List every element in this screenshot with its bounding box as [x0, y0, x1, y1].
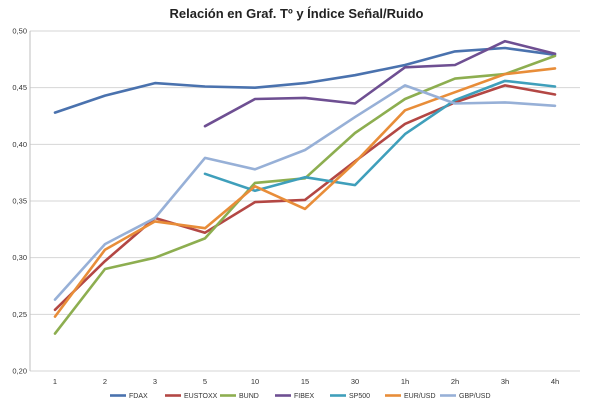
legend-item-gbp-usd: GBP/USD — [440, 393, 491, 400]
legend-item-fdax: FDAX — [110, 393, 148, 400]
series-line-gbp-usd — [53, 84, 557, 301]
x-tick-label: 2 — [103, 377, 107, 386]
x-tick-label: 2h — [451, 377, 459, 386]
x-tick-label: 5 — [203, 377, 207, 386]
y-tick-label: 0,20 — [12, 367, 27, 376]
legend-item-eur-usd: EUR/USD — [385, 393, 436, 400]
y-tick-label: 0,45 — [12, 83, 27, 92]
x-tick-label: 1h — [401, 377, 409, 386]
legend-label: EUR/USD — [404, 393, 436, 400]
legend-item-eustoxx: EUSTOXX — [165, 393, 218, 400]
legend-label: GBP/USD — [459, 393, 491, 400]
legend-item-sp500: SP500 — [330, 393, 370, 400]
x-tick-label: 4h — [551, 377, 559, 386]
legend-label: BUND — [239, 393, 259, 400]
x-tick-label: 30 — [351, 377, 359, 386]
series-line-fdax — [53, 46, 557, 114]
y-tick-label: 0,35 — [12, 197, 27, 206]
x-axis-ticks: 1 2 3 5 10 15 30 1h 2h 3h 4h — [53, 377, 559, 386]
y-tick-label: 0,25 — [12, 310, 27, 319]
x-tick-label: 10 — [251, 377, 259, 386]
chart-title: Relación en Graf. Tº y Índice Señal/Ruid… — [169, 6, 424, 21]
x-tick-label: 15 — [301, 377, 309, 386]
y-axis-ticks: 0,20 0,25 0,30 0,35 0,40 0,45 0,50 — [12, 27, 27, 376]
series-line-fibex — [203, 39, 557, 128]
legend-label: EUSTOXX — [184, 393, 218, 400]
series-line-eustoxx — [53, 84, 557, 312]
series-line-sp500 — [203, 79, 557, 193]
legend-label: SP500 — [349, 393, 370, 400]
x-tick-label: 1 — [53, 377, 57, 386]
series-line-eur-usd — [53, 67, 557, 318]
legend-label: FDAX — [129, 393, 148, 400]
x-tick-label: 3 — [153, 377, 157, 386]
y-tick-label: 0,40 — [12, 140, 27, 149]
legend-label: FIBEX — [294, 393, 315, 400]
legend: FDAX EUSTOXX BUND FIBEX SP500 EUR/USD GBP/USD — [110, 393, 491, 400]
y-tick-label: 0,30 — [12, 253, 27, 262]
legend-item-bund: BUND — [220, 393, 259, 400]
series-lines — [53, 39, 557, 335]
y-tick-label: 0,50 — [12, 27, 27, 36]
legend-item-fibex: FIBEX — [275, 393, 315, 400]
x-tick-label: 3h — [501, 377, 509, 386]
